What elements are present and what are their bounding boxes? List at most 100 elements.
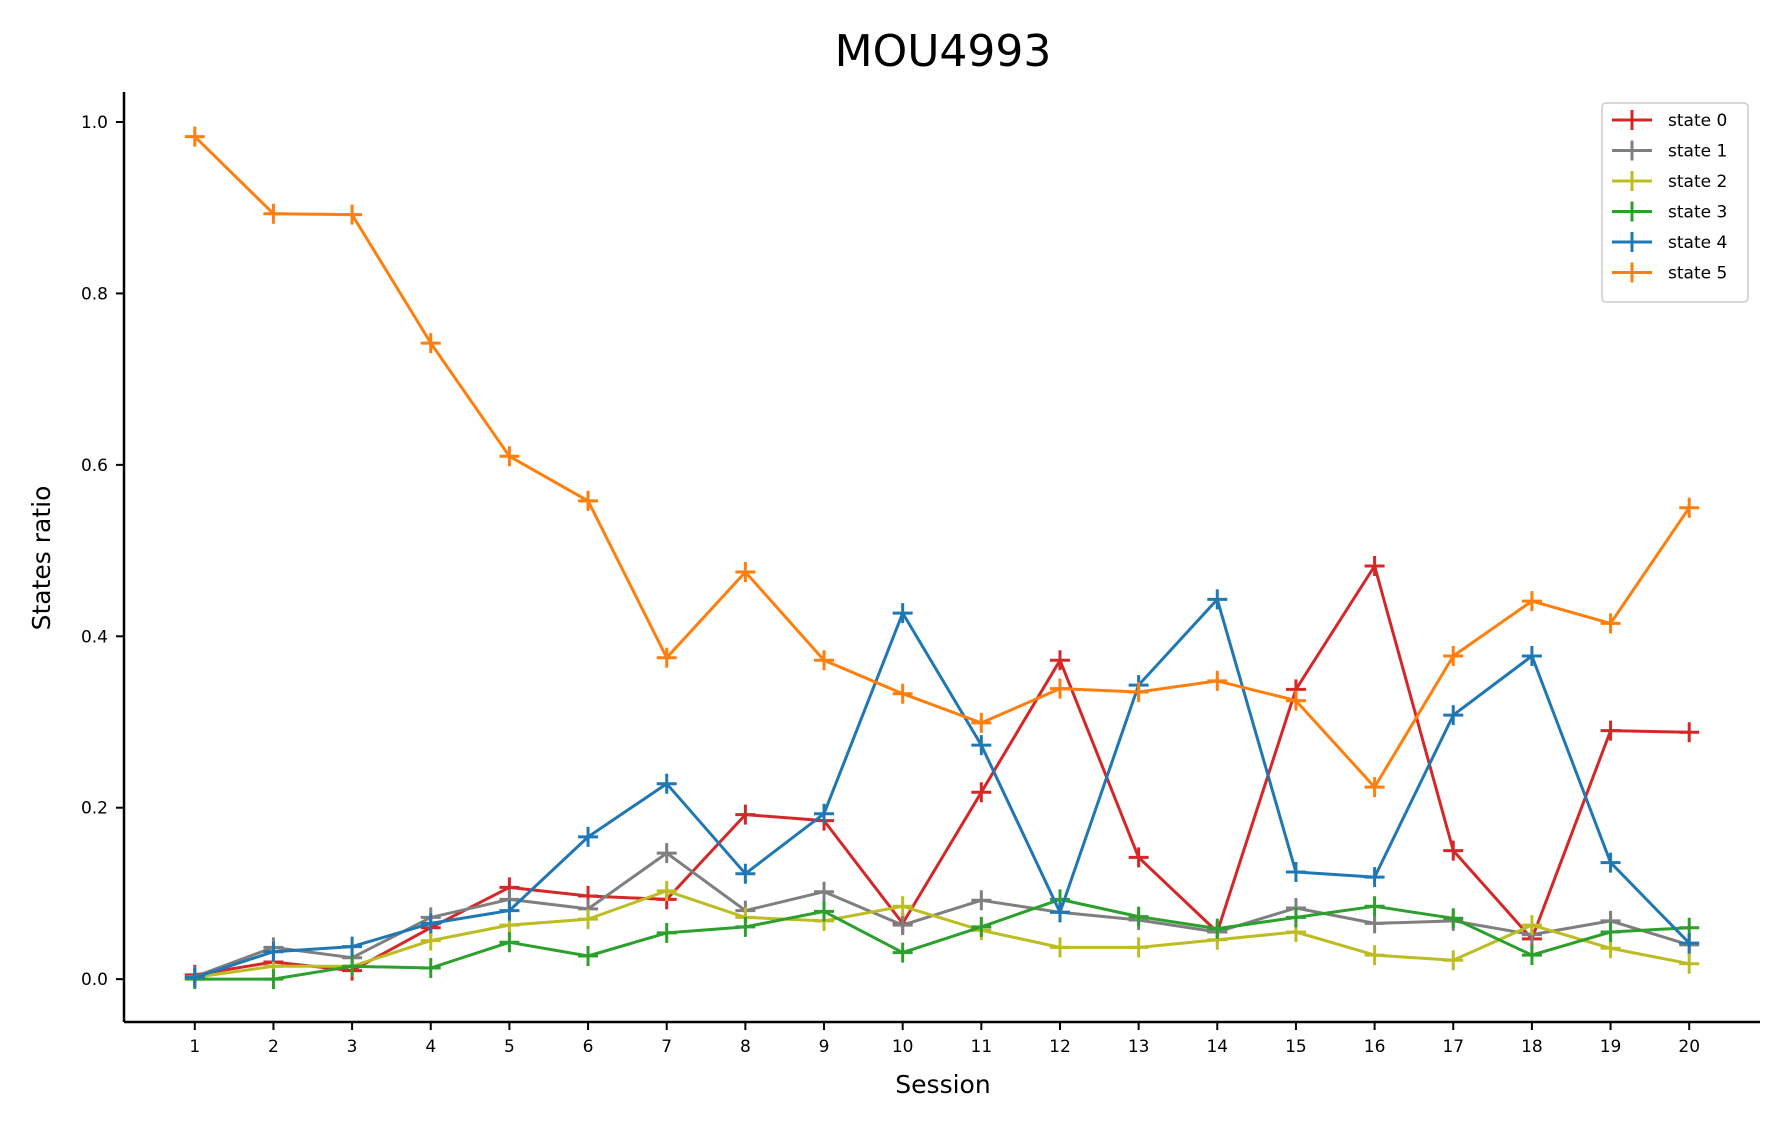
series-line-4 bbox=[193, 597, 1691, 979]
data-point-marker bbox=[814, 650, 835, 671]
data-point-marker bbox=[1128, 937, 1149, 958]
x-tick-label: 13 bbox=[1128, 1037, 1150, 1057]
data-point-marker bbox=[420, 333, 441, 354]
legend-label-4: state 4 bbox=[1668, 233, 1727, 253]
data-point-marker bbox=[1049, 937, 1070, 958]
legend-swatch-4 bbox=[1612, 232, 1652, 252]
y-tick-label: 0.6 bbox=[81, 456, 108, 476]
data-point-marker bbox=[1679, 933, 1700, 954]
series-line-2 bbox=[193, 889, 1691, 979]
legend-swatch-0 bbox=[1612, 110, 1652, 130]
legend-swatch-1 bbox=[1612, 140, 1652, 161]
data-point-marker bbox=[1207, 589, 1228, 610]
data-point-marker bbox=[1049, 650, 1070, 671]
legend-box bbox=[1601, 102, 1749, 303]
legend-label-3: state 3 bbox=[1668, 203, 1727, 223]
data-point-marker bbox=[971, 735, 992, 756]
data-point-marker bbox=[1364, 556, 1385, 576]
data-point-marker bbox=[1443, 646, 1464, 666]
y-tick-label: 0.8 bbox=[81, 284, 108, 304]
data-point-marker bbox=[971, 782, 992, 803]
data-point-marker bbox=[892, 896, 913, 917]
data-point-marker bbox=[1600, 852, 1621, 873]
data-point-marker bbox=[814, 901, 835, 922]
data-point-marker bbox=[735, 916, 756, 937]
data-point-marker bbox=[1285, 690, 1306, 711]
data-point-marker bbox=[735, 804, 756, 825]
series-line-5 bbox=[193, 135, 1691, 789]
legend-label-1: state 1 bbox=[1668, 142, 1727, 162]
data-point-marker bbox=[342, 936, 363, 957]
x-tick-label: 8 bbox=[740, 1037, 751, 1057]
data-point-marker bbox=[1600, 922, 1621, 942]
legend-label-5: state 5 bbox=[1668, 264, 1727, 284]
data-point-marker bbox=[892, 942, 913, 963]
y-tick-label: 0.2 bbox=[81, 799, 108, 819]
x-tick-label: 6 bbox=[583, 1037, 594, 1057]
x-tick-label: 12 bbox=[1049, 1037, 1071, 1057]
data-point-marker bbox=[1521, 646, 1542, 666]
data-point-marker bbox=[578, 490, 599, 511]
series-line-3 bbox=[193, 897, 1691, 981]
data-point-marker bbox=[1049, 678, 1070, 699]
data-point-marker bbox=[1364, 867, 1385, 888]
x-tick-label: 20 bbox=[1678, 1037, 1700, 1057]
data-point-marker bbox=[1443, 950, 1464, 971]
x-tick-label: 5 bbox=[504, 1037, 515, 1057]
y-tick-label: 0.4 bbox=[81, 627, 108, 647]
legend-swatch-5 bbox=[1612, 262, 1652, 283]
data-point-marker bbox=[578, 909, 599, 930]
chart-title: MOU4993 bbox=[835, 26, 1052, 77]
data-point-marker bbox=[1128, 906, 1149, 927]
y-axis-label: States ratio bbox=[27, 486, 56, 631]
x-axis-label: Session bbox=[895, 1070, 990, 1099]
plot-area bbox=[184, 126, 1700, 990]
data-point-marker bbox=[1600, 720, 1621, 741]
data-point-marker bbox=[1049, 902, 1070, 923]
data-point-marker bbox=[814, 881, 835, 902]
data-point-marker bbox=[1364, 896, 1385, 917]
data-point-marker bbox=[184, 967, 205, 988]
y-tick-label: 0.0 bbox=[81, 970, 108, 990]
data-point-marker bbox=[578, 946, 599, 966]
x-tick-label: 9 bbox=[819, 1037, 830, 1057]
legend-swatch-2 bbox=[1612, 171, 1652, 191]
data-point-marker bbox=[499, 446, 520, 467]
x-tick-label: 17 bbox=[1442, 1037, 1464, 1057]
x-tick-label: 3 bbox=[347, 1037, 358, 1057]
data-point-marker bbox=[971, 712, 992, 733]
legend-swatch-3 bbox=[1612, 201, 1652, 222]
data-point-marker bbox=[656, 843, 677, 864]
data-point-marker bbox=[1285, 907, 1306, 928]
data-point-marker bbox=[735, 562, 756, 582]
data-point-marker bbox=[656, 647, 677, 668]
legend: state 0 state 1 state 2 state 3 state 4 state… bbox=[1601, 102, 1749, 303]
data-point-marker bbox=[342, 956, 363, 977]
data-point-marker bbox=[184, 126, 205, 147]
data-point-marker bbox=[263, 941, 284, 962]
data-point-marker bbox=[1679, 953, 1700, 974]
data-point-marker bbox=[1521, 591, 1542, 612]
data-point-marker bbox=[1600, 613, 1621, 634]
x-tick-label: 14 bbox=[1206, 1037, 1228, 1057]
data-point-marker bbox=[892, 915, 913, 936]
data-point-marker bbox=[420, 958, 441, 978]
data-point-marker bbox=[1364, 777, 1385, 798]
y-tick-label: 1.0 bbox=[81, 113, 108, 133]
data-point-marker bbox=[814, 803, 835, 824]
data-point-marker bbox=[1521, 945, 1542, 966]
data-point-marker bbox=[656, 773, 677, 794]
x-tick-label: 4 bbox=[425, 1037, 436, 1057]
x-tick-label: 11 bbox=[971, 1037, 993, 1057]
data-point-marker bbox=[420, 913, 441, 934]
data-point-marker bbox=[735, 863, 756, 884]
data-point-marker bbox=[1207, 670, 1228, 691]
x-tick-label: 19 bbox=[1600, 1037, 1622, 1057]
data-point-marker bbox=[892, 683, 913, 704]
data-point-marker bbox=[1443, 705, 1464, 726]
data-point-marker bbox=[1207, 918, 1228, 939]
data-point-marker bbox=[971, 890, 992, 911]
x-tick-label: 10 bbox=[892, 1037, 914, 1057]
x-tick-label: 2 bbox=[268, 1037, 279, 1057]
